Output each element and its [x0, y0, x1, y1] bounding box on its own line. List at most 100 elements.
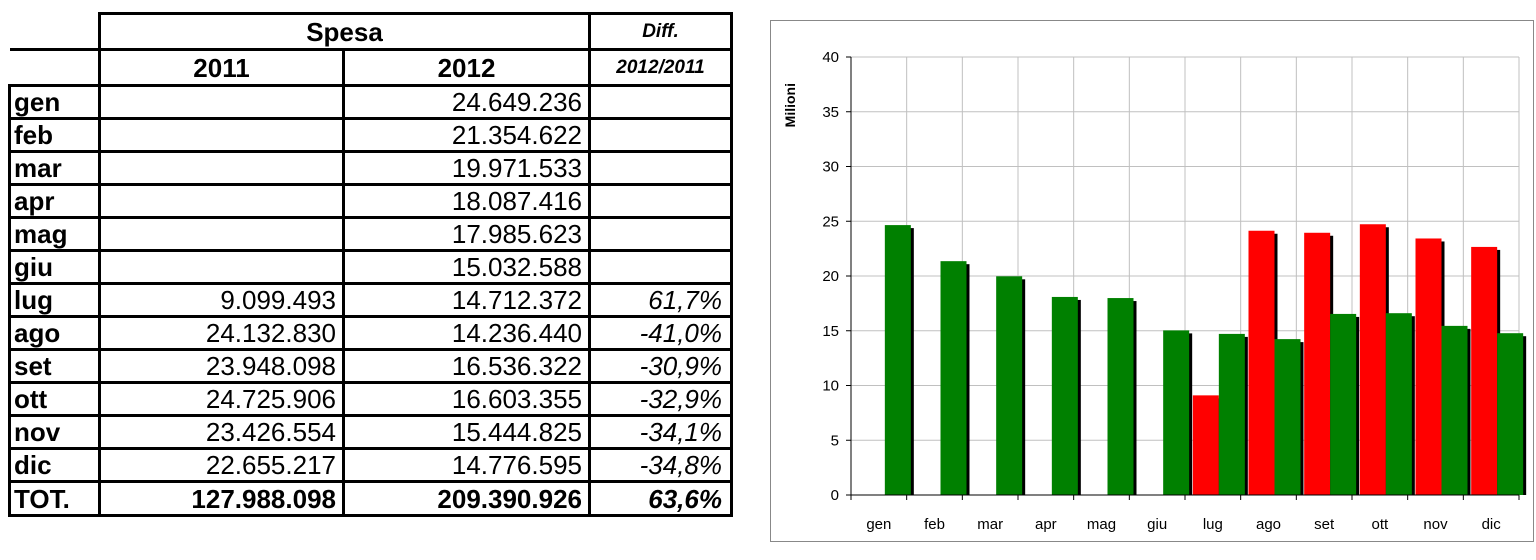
table-corner-cell: [9, 13, 101, 51]
month-cell: gen: [8, 84, 101, 120]
value-2012-cell: 21.354.622: [342, 117, 591, 153]
y-tick-label: 20: [822, 268, 839, 285]
diff-cell: -34,8%: [588, 447, 733, 483]
total-2011-cell: 127.988.098: [98, 480, 345, 517]
header-diff: Diff.: [588, 12, 733, 51]
bar: [1248, 230, 1275, 495]
value-2012-cell: 14.236.440: [342, 315, 591, 351]
y-tick-label: 10: [822, 378, 839, 395]
value-2011-cell: [98, 216, 345, 252]
value-2011-cell: 22.655.217: [98, 447, 345, 483]
diff-cell: [588, 84, 733, 120]
total-label-cell: TOT.: [8, 480, 101, 517]
table-row: feb 21.354.622: [8, 117, 733, 153]
value-2011-cell: [98, 117, 345, 153]
month-cell: dic: [8, 447, 101, 483]
x-tick-label: feb: [924, 516, 945, 533]
diff-cell: [588, 150, 733, 186]
bar: [1471, 246, 1498, 495]
value-2011-cell: 9.099.493: [98, 282, 345, 318]
value-2011-cell: [98, 84, 345, 120]
value-2012-cell: 16.603.355: [342, 381, 591, 417]
bar-chart: 0 5 10 15 20 25 30 35 40 gen feb mar apr mag giu lug ago…: [782, 49, 1527, 533]
bar: [1359, 224, 1386, 495]
value-2012-cell: 15.032.588: [342, 249, 591, 285]
value-2011-cell: 24.725.906: [98, 381, 345, 417]
total-row: TOT. 127.988.098 209.390.926 63,6%: [8, 480, 733, 517]
total-diff-cell: 63,6%: [588, 480, 733, 517]
table-row: apr 18.087.416: [8, 183, 733, 219]
y-axis-title: Milioni: [782, 83, 798, 127]
bar: [1192, 395, 1219, 495]
diff-cell: [588, 216, 733, 252]
bar: [940, 261, 967, 495]
x-tick-label: gen: [866, 516, 891, 533]
y-tick-label: 40: [822, 49, 839, 66]
table-row: mar 19.971.533: [8, 150, 733, 186]
bar: [1304, 232, 1331, 496]
value-2012-cell: 14.712.372: [342, 282, 591, 318]
bar: [996, 276, 1023, 495]
bar: [1330, 313, 1357, 495]
header-year-2011: 2011: [98, 48, 345, 87]
bar: [1107, 298, 1134, 495]
spending-table-container: Spesa Diff. 2011 2012 2012/2011 gen 24.64…: [8, 12, 733, 517]
table-row: nov 23.426.554 15.444.825 -34,1%: [8, 414, 733, 450]
table-row: lug 9.099.493 14.712.372 61,7%: [8, 282, 733, 318]
spending-table: Spesa Diff. 2011 2012 2012/2011 gen 24.64…: [8, 12, 733, 517]
month-cell: mar: [8, 150, 101, 186]
table-row: mag 17.985.623: [8, 216, 733, 252]
table-header-row-2: 2011 2012 2012/2011: [9, 48, 733, 87]
table-corner-cell-2: [9, 49, 101, 87]
y-tick-label: 15: [822, 323, 839, 340]
bar: [1497, 333, 1524, 495]
diff-cell: -30,9%: [588, 348, 733, 384]
x-tick-label: mag: [1087, 516, 1116, 533]
table-row: giu 15.032.588: [8, 249, 733, 285]
x-tick-label: lug: [1203, 516, 1223, 533]
chart-frame: 0 5 10 15 20 25 30 35 40 gen feb mar apr mag giu lug ago…: [770, 20, 1534, 542]
table-row: gen 24.649.236: [8, 84, 733, 120]
bar: [1274, 339, 1301, 495]
value-2012-cell: 16.536.322: [342, 348, 591, 384]
y-tick-label: 35: [822, 104, 839, 121]
y-tick-label: 0: [831, 487, 839, 504]
month-cell: ott: [8, 381, 101, 417]
value-2011-cell: [98, 249, 345, 285]
value-2012-cell: 24.649.236: [342, 84, 591, 120]
x-tick-label: dic: [1482, 516, 1502, 533]
diff-cell: -32,9%: [588, 381, 733, 417]
diff-cell: [588, 183, 733, 219]
diff-cell: -41,0%: [588, 315, 733, 351]
x-tick-label: apr: [1035, 516, 1057, 533]
table-header-row-1: Spesa Diff.: [9, 12, 733, 51]
value-2012-cell: 17.985.623: [342, 216, 591, 252]
month-cell: nov: [8, 414, 101, 450]
total-2012-cell: 209.390.926: [342, 480, 591, 517]
x-tick-label: nov: [1423, 516, 1448, 533]
diff-cell: 61,7%: [588, 282, 733, 318]
diff-cell: [588, 117, 733, 153]
value-2011-cell: [98, 150, 345, 186]
value-2011-cell: [98, 183, 345, 219]
bar: [1218, 333, 1245, 495]
x-tick-label: ott: [1371, 516, 1389, 533]
table-row: ago 24.132.830 14.236.440 -41,0%: [8, 315, 733, 351]
x-tick-label: mar: [977, 516, 1003, 533]
month-cell: lug: [8, 282, 101, 318]
header-diff-years: 2012/2011: [588, 48, 733, 87]
diff-cell: -34,1%: [588, 414, 733, 450]
bar: [1415, 238, 1442, 495]
bar: [884, 225, 911, 495]
month-cell: apr: [8, 183, 101, 219]
bar: [1385, 313, 1412, 495]
x-tick-label: set: [1314, 516, 1335, 533]
month-cell: giu: [8, 249, 101, 285]
table-row: set 23.948.098 16.536.322 -30,9%: [8, 348, 733, 384]
bar: [1051, 296, 1078, 495]
y-tick-label: 5: [831, 432, 839, 449]
y-tick-label: 30: [822, 159, 839, 176]
value-2012-cell: 15.444.825: [342, 414, 591, 450]
diff-cell: [588, 249, 733, 285]
y-tick-label: 25: [822, 213, 839, 230]
